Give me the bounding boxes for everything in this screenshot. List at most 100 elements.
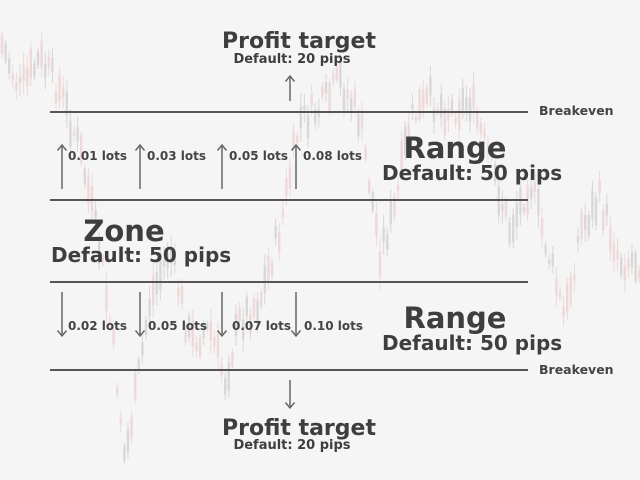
candle-body <box>609 227 612 251</box>
candle-body <box>429 76 432 96</box>
candle-body <box>26 67 29 86</box>
candle-body <box>148 299 151 317</box>
candle-body <box>468 98 472 122</box>
candle-body <box>4 43 7 61</box>
candle-body <box>368 180 371 193</box>
buy-order-3-lots: 0.05 lots <box>229 149 289 163</box>
candle-body <box>227 362 230 391</box>
up-arrow-icon <box>284 74 296 101</box>
candle-body <box>533 182 536 192</box>
candle-body <box>188 316 191 338</box>
candle-body <box>440 93 443 118</box>
candle-body <box>173 251 176 265</box>
buy-arrow-1-icon <box>56 143 68 189</box>
candle-body <box>436 107 439 113</box>
upper-range-title: Range <box>403 131 507 165</box>
sell-arrow-1-icon <box>56 292 68 338</box>
candle-body <box>335 66 338 80</box>
buy-order-2-lots: 0.03 lots <box>147 149 207 163</box>
candle-body <box>152 276 155 306</box>
candle-body <box>386 234 389 250</box>
candle-body <box>0 35 4 55</box>
candle-body <box>224 377 227 395</box>
candle-body <box>162 260 166 267</box>
candle-body <box>296 135 299 143</box>
candle-body <box>54 91 58 104</box>
candle-body <box>486 145 490 153</box>
candle-body <box>69 120 72 148</box>
candle-body <box>137 359 140 372</box>
candle-body <box>18 77 22 83</box>
candle-body <box>166 253 169 268</box>
candle-body <box>342 88 346 111</box>
candle-body <box>364 147 367 160</box>
candle-body <box>324 82 328 94</box>
candle-body <box>267 255 270 283</box>
candle-body <box>29 49 32 79</box>
sell-order-3-lots: 0.07 lots <box>232 319 292 333</box>
candle-body <box>72 131 76 136</box>
candle-body <box>191 318 194 347</box>
candle-body <box>141 341 144 356</box>
candle-body <box>209 322 212 341</box>
candle-body <box>299 106 302 129</box>
candle-body <box>548 259 551 264</box>
candle-body <box>62 87 65 98</box>
candle-body <box>11 73 14 80</box>
lower-breakeven-line <box>50 369 528 371</box>
candle-body <box>483 128 486 137</box>
candle-body <box>576 236 580 244</box>
candle-body <box>497 186 500 216</box>
candle-body <box>562 305 565 317</box>
lower-range-default: Default: 50 pips <box>382 331 563 355</box>
candle-body <box>198 337 202 357</box>
sell-order-1-lots: 0.02 lots <box>68 319 128 333</box>
candle-body <box>566 284 569 313</box>
candle-body <box>580 211 583 240</box>
candle-body <box>177 288 180 297</box>
bottom-profit-target-label: Profit target <box>222 416 376 441</box>
candle-body <box>94 209 97 218</box>
candle-body <box>256 300 259 324</box>
candle-body <box>249 313 252 334</box>
candle-body <box>242 319 245 340</box>
candle-body <box>184 325 187 343</box>
candle-body <box>234 313 238 337</box>
candle-body <box>454 118 457 123</box>
candle-body <box>540 218 544 237</box>
bottom-profit-target-default: Default: 20 pips <box>233 438 351 453</box>
candle-body <box>450 100 454 111</box>
candle-body <box>418 89 421 120</box>
candle-body <box>130 416 133 438</box>
sell-arrow-3-icon <box>216 292 228 338</box>
candle-body <box>195 342 198 352</box>
lower-range-title: Range <box>403 301 507 335</box>
candle-body <box>303 105 306 110</box>
candle-body <box>231 352 234 367</box>
candle-body <box>494 164 497 182</box>
candle-body <box>90 186 94 212</box>
candle-body <box>501 203 504 212</box>
candle-body <box>317 109 320 118</box>
candle-body <box>479 122 482 134</box>
candle-body <box>461 87 464 111</box>
candle-body <box>515 203 518 228</box>
candle-body <box>278 232 281 253</box>
candle-body <box>357 114 360 137</box>
candle-body <box>584 215 587 230</box>
down-arrow-icon <box>284 380 296 410</box>
candle-body <box>476 112 479 129</box>
candle-body <box>472 84 475 110</box>
buy-arrow-2-icon <box>134 143 146 189</box>
buy-order-1-lots: 0.01 lots <box>68 149 128 163</box>
candle-body <box>126 428 130 453</box>
candle-body <box>216 334 220 357</box>
candle-body <box>544 245 547 254</box>
candle-body <box>263 265 266 294</box>
candle-body <box>378 251 382 277</box>
candle-body <box>47 57 50 68</box>
candle-body <box>108 320 112 326</box>
sell-arrow-2-icon <box>134 292 146 338</box>
candle-body <box>350 98 353 114</box>
candle-body <box>360 113 364 129</box>
